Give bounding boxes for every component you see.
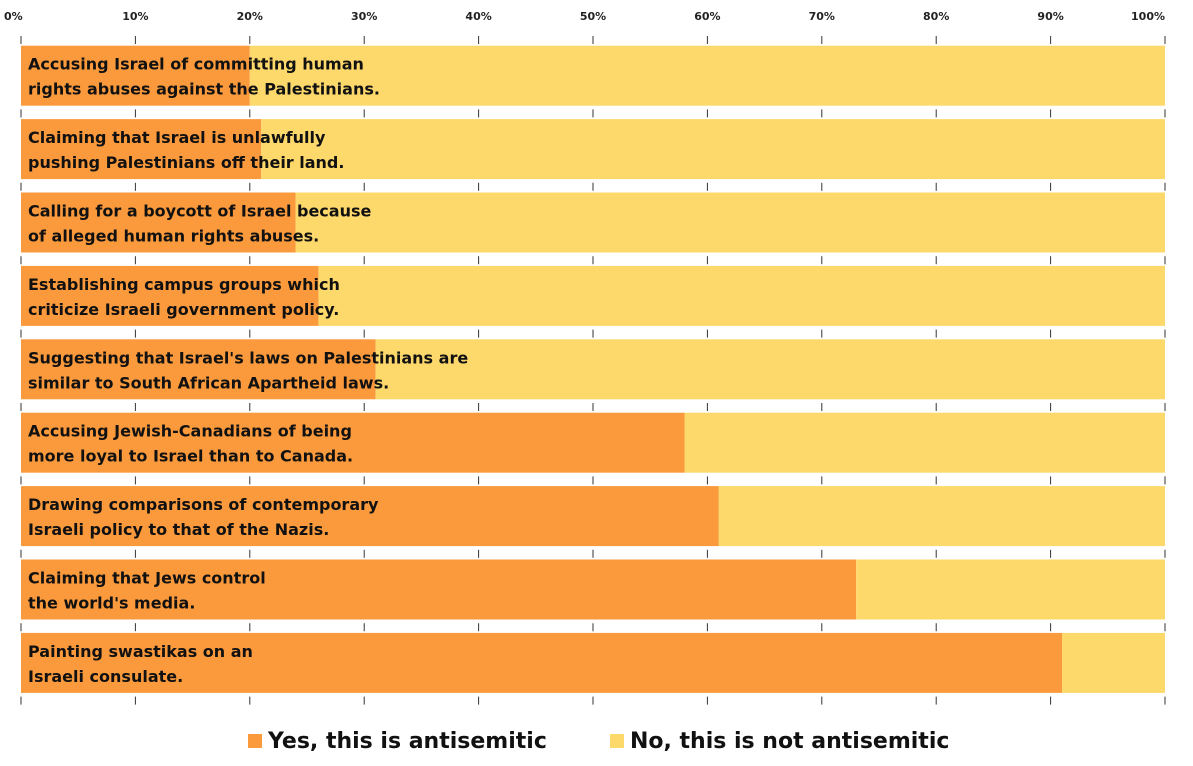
category-label: Accusing Israel of committing human xyxy=(28,55,364,74)
bar-yes xyxy=(21,119,262,180)
legend-label-no: No, this is not antisemitic xyxy=(630,729,949,754)
bars xyxy=(21,45,1166,693)
x-tick-label: 90% xyxy=(1037,10,1063,23)
category-label: more loyal to Israel than to Canada. xyxy=(28,447,353,466)
category-label: similar to South African Apartheid laws. xyxy=(28,373,389,392)
x-tick-label: 60% xyxy=(694,10,720,23)
bar-yes xyxy=(21,45,250,106)
x-tick-label: 0% xyxy=(4,10,23,23)
category-label: of alleged human rights abuses. xyxy=(28,227,319,246)
category-label: Establishing campus groups which xyxy=(28,275,340,294)
bar-no xyxy=(684,412,1165,473)
x-tick-label: 20% xyxy=(237,10,263,23)
bar-no xyxy=(718,486,1165,547)
category-label: pushing Palestinians off their land. xyxy=(28,153,344,172)
bar-yes xyxy=(21,559,857,620)
bar-no xyxy=(856,559,1165,620)
x-tick-label: 10% xyxy=(122,10,148,23)
bar-yes xyxy=(21,265,319,326)
x-tick-label: 70% xyxy=(809,10,835,23)
legend-swatch-no xyxy=(610,734,624,748)
bar-no xyxy=(375,339,1165,400)
bar-no xyxy=(261,119,1165,180)
legend-swatch-yes xyxy=(248,734,262,748)
x-tick-label: 100% xyxy=(1131,10,1165,23)
category-label: rights abuses against the Palestinians. xyxy=(28,80,380,99)
category-label: Israeli policy to that of the Nazis. xyxy=(28,520,329,539)
x-tick-label: 80% xyxy=(923,10,949,23)
bar-no xyxy=(249,45,1166,106)
category-label: Painting swastikas on an xyxy=(28,642,253,661)
bar-no xyxy=(295,192,1165,253)
x-tick-label: 40% xyxy=(465,10,491,23)
bar-yes xyxy=(21,339,376,400)
bar-yes xyxy=(21,412,685,473)
category-labels: Accusing Israel of committing human right… xyxy=(28,55,468,686)
category-label: Drawing comparisons of contemporary xyxy=(28,495,379,514)
category-label: Israeli consulate. xyxy=(28,667,183,686)
x-tick-label: 30% xyxy=(351,10,377,23)
category-label: Claiming that Jews control xyxy=(28,569,266,588)
category-label: Suggesting that Israel's laws on Palesti… xyxy=(28,348,468,367)
legend: Yes, this is antisemitic No, this is not … xyxy=(248,729,949,754)
x-tick-label: 50% xyxy=(580,10,606,23)
category-label: Accusing Jewish-Canadians of being xyxy=(28,422,352,441)
bar-no xyxy=(1062,632,1165,693)
bar-no xyxy=(318,265,1165,326)
bar-yes xyxy=(21,192,296,253)
category-label: criticize Israeli government policy. xyxy=(28,300,339,319)
category-label: Claiming that Israel is unlawfully xyxy=(28,128,326,147)
bar-yes xyxy=(21,632,1063,693)
category-label: Calling for a boycott of Israel because xyxy=(28,202,372,221)
bar-yes xyxy=(21,486,719,547)
legend-label-yes: Yes, this is antisemitic xyxy=(267,729,547,754)
x-axis: 0% 10% 20% 30% 40% 50% 60% 70% 80% 90% 100% xyxy=(4,10,1166,705)
category-label: the world's media. xyxy=(28,594,195,613)
